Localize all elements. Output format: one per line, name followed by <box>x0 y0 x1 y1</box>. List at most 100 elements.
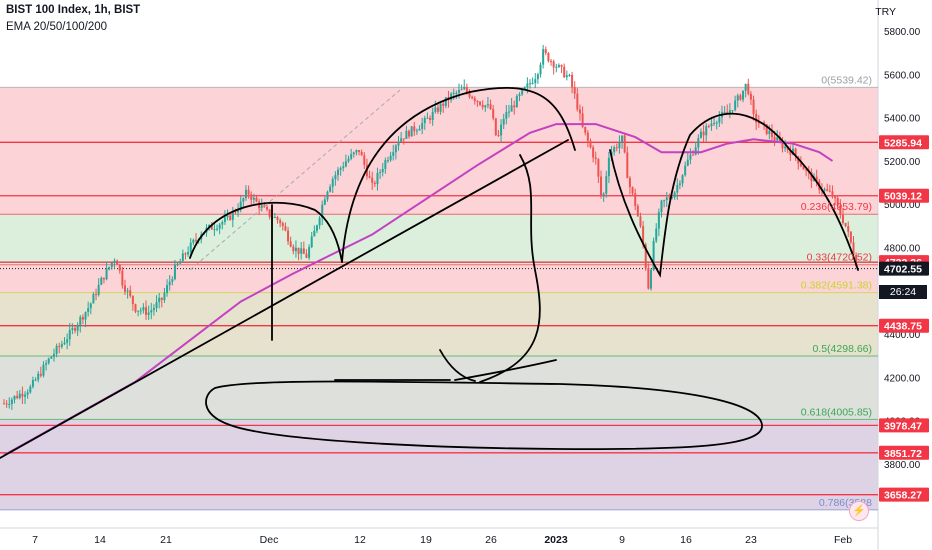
candle-body <box>39 373 42 376</box>
candle-body <box>744 83 747 91</box>
candle-body <box>736 95 739 101</box>
handle-line <box>454 359 557 381</box>
price-tag-label: 4438.75 <box>884 321 922 333</box>
candle-body <box>486 104 489 106</box>
y-tick-label: 3800.00 <box>884 460 921 471</box>
x-tick-label: 26 <box>485 534 497 546</box>
candle-body <box>131 295 134 305</box>
candle-body <box>189 242 192 252</box>
candle-body <box>429 117 432 120</box>
x-tick-label: 16 <box>680 534 692 546</box>
candle-body <box>168 281 171 286</box>
countdown-timer: 26:24 <box>879 285 927 299</box>
candle-body <box>644 244 647 268</box>
candle-body <box>176 263 179 265</box>
candle-body <box>123 285 126 292</box>
candle-body <box>834 196 837 199</box>
candle-body <box>476 100 479 102</box>
x-axis-labels: 7 14 21 Dec 12 19 26 2023 9 16 23 Feb <box>32 534 852 546</box>
candle-body <box>489 104 492 109</box>
candle-body <box>279 220 282 224</box>
x-tick-label: 7 <box>32 534 38 546</box>
candle-body <box>379 172 382 174</box>
candle-body <box>442 103 445 106</box>
candle-body <box>31 379 34 387</box>
candle-body <box>839 205 842 215</box>
fib-zone <box>0 214 878 265</box>
candle-body <box>707 126 710 128</box>
candle-body <box>171 279 174 282</box>
arc-1 <box>189 201 343 263</box>
candle-body <box>13 395 16 400</box>
candle-body <box>329 186 332 192</box>
candle-body <box>300 248 303 254</box>
candle-body <box>100 277 103 285</box>
candle-body <box>536 74 539 80</box>
candle-body <box>74 328 77 331</box>
candle-body <box>642 226 645 245</box>
candle-body <box>76 325 79 331</box>
candle-body <box>129 290 132 296</box>
price-tag-bg <box>879 135 929 150</box>
y-tick-label: 4400.00 <box>884 330 921 341</box>
candle-body <box>150 310 153 313</box>
last-price-label: 4702.55 <box>884 264 922 276</box>
candle-body <box>137 310 140 312</box>
candle-body <box>184 253 187 255</box>
candle-body <box>3 403 5 405</box>
candle-body <box>68 330 71 340</box>
candle-body <box>337 169 340 176</box>
candle-body <box>350 154 353 159</box>
fib-zone <box>0 292 878 357</box>
candle-body <box>179 261 182 264</box>
candle-body <box>697 138 700 148</box>
candle-body <box>831 191 834 197</box>
candle-body <box>621 135 624 143</box>
candle-body <box>326 191 329 200</box>
candle-body <box>781 141 784 149</box>
y-tick-label: 4800.00 <box>884 244 921 255</box>
y-tick-label: 5800.00 <box>884 27 921 38</box>
candle-body <box>671 197 674 199</box>
candle-body <box>539 64 542 75</box>
candle-body <box>502 118 505 125</box>
candle-body <box>492 108 495 119</box>
candle-body <box>321 204 324 218</box>
candle-body <box>34 379 37 381</box>
candle-body <box>152 307 155 311</box>
candle-body <box>313 230 316 237</box>
candle-body <box>529 83 531 85</box>
candle-body <box>50 356 53 359</box>
candle-body <box>29 386 32 393</box>
target-ellipse <box>205 380 763 451</box>
candle-body <box>284 226 287 231</box>
candle-body <box>221 222 224 225</box>
candle-body <box>847 226 850 232</box>
horizontal-levels <box>0 86 878 511</box>
candle-body <box>352 152 355 155</box>
candle-body <box>649 269 652 289</box>
candle-body <box>479 101 482 105</box>
candle-body <box>776 137 779 141</box>
candle-body <box>358 150 361 152</box>
lightning-bolt-icon[interactable]: ⚡ <box>849 501 869 521</box>
candle-body <box>576 93 579 110</box>
candle-body <box>515 96 518 108</box>
candle-body <box>47 358 50 364</box>
y-tick-label: 5000.00 <box>884 200 921 211</box>
indicator-legend[interactable]: EMA 20/50/100/200 <box>6 21 108 33</box>
candle-body <box>518 94 521 97</box>
candle-body <box>24 394 27 397</box>
candle-body <box>21 393 24 397</box>
candle-body <box>718 117 721 123</box>
x-tick-label: Dec <box>260 534 279 546</box>
candle-body <box>268 209 271 217</box>
candle-body <box>547 52 550 62</box>
candle-body <box>444 97 447 106</box>
candle-body <box>87 308 90 313</box>
candle-body <box>318 217 321 226</box>
x-tick-label: 9 <box>619 534 625 546</box>
candle-body <box>673 192 676 198</box>
candle-body <box>623 135 626 153</box>
